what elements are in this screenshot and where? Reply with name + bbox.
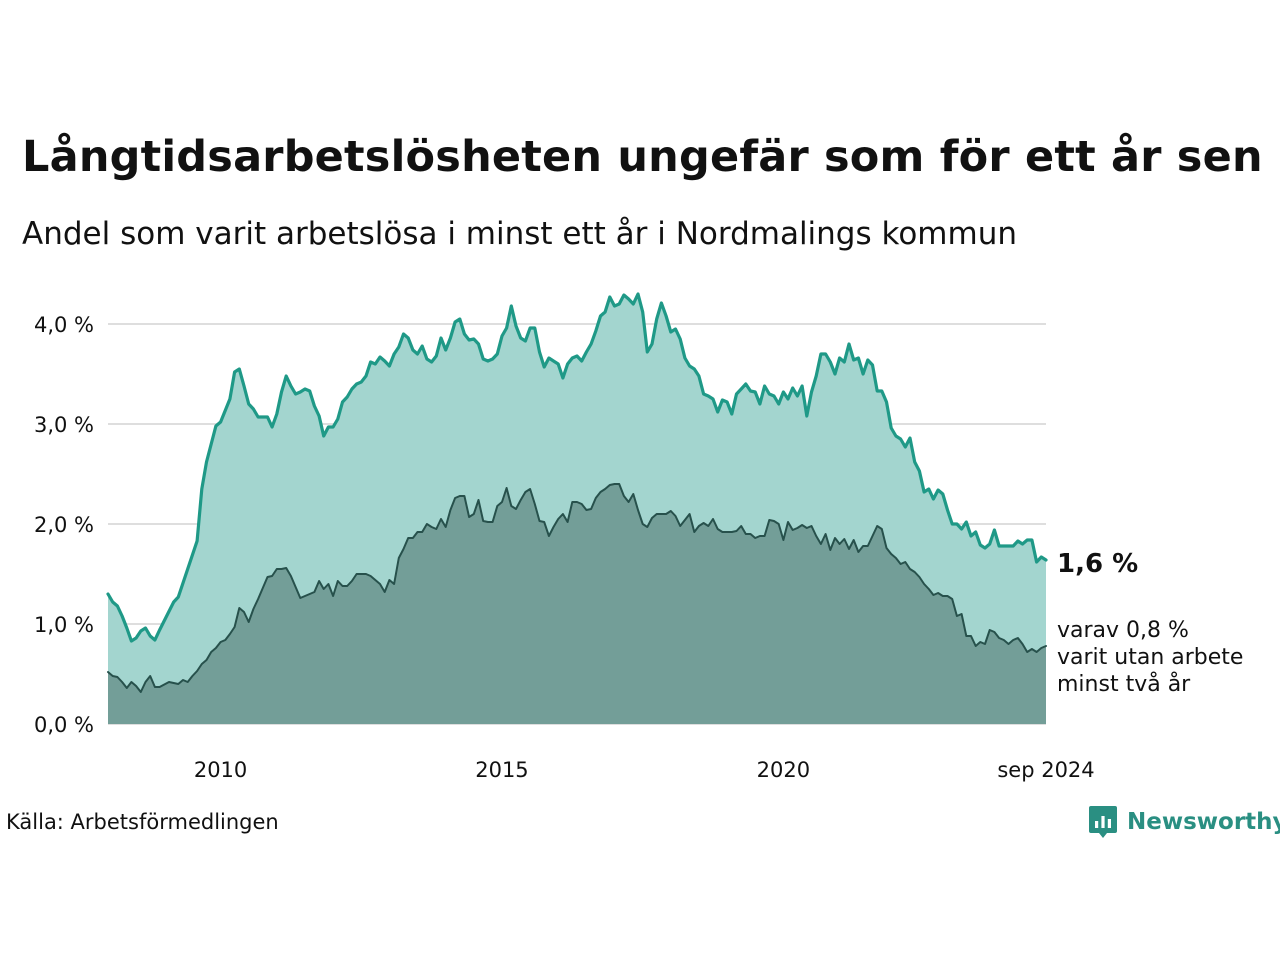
x-tick-label: 2020 (757, 758, 810, 782)
source-note: Källa: Arbetsförmedlingen (6, 810, 279, 834)
chart-subtitle: Andel som varit arbetslösa i minst ett å… (22, 216, 1017, 252)
newsworthy-logo-text: Newsworthy (1127, 809, 1280, 835)
two-year-series-area (108, 484, 1046, 724)
y-tick-label: 1,0 % (34, 613, 94, 637)
newsworthy-logo: Newsworthy (1088, 804, 1280, 840)
x-tick-label: 2015 (475, 758, 528, 782)
chart-title: Långtidsarbetslösheten ungefär som för e… (22, 132, 1263, 182)
end-label-sub-line-3: minst två år (1057, 671, 1191, 697)
x-tick-label: sep 2024 (997, 758, 1094, 782)
y-tick-label: 0,0 % (34, 713, 94, 737)
y-tick-label: 2,0 % (34, 513, 94, 537)
end-label-sub-line-1: varav 0,8 % (1057, 618, 1189, 643)
end-label-total: 1,6 % (1057, 549, 1138, 579)
newsworthy-logo-icon (1089, 806, 1117, 838)
total-series-line (106, 292, 1048, 643)
y-tick-label: 3,0 % (34, 413, 94, 437)
y-tick-label: 4,0 % (34, 313, 94, 337)
two-year-series-line (107, 483, 1047, 693)
x-tick-label: 2010 (194, 758, 247, 782)
end-label-sub-line-2: varit utan arbete (1057, 645, 1243, 670)
